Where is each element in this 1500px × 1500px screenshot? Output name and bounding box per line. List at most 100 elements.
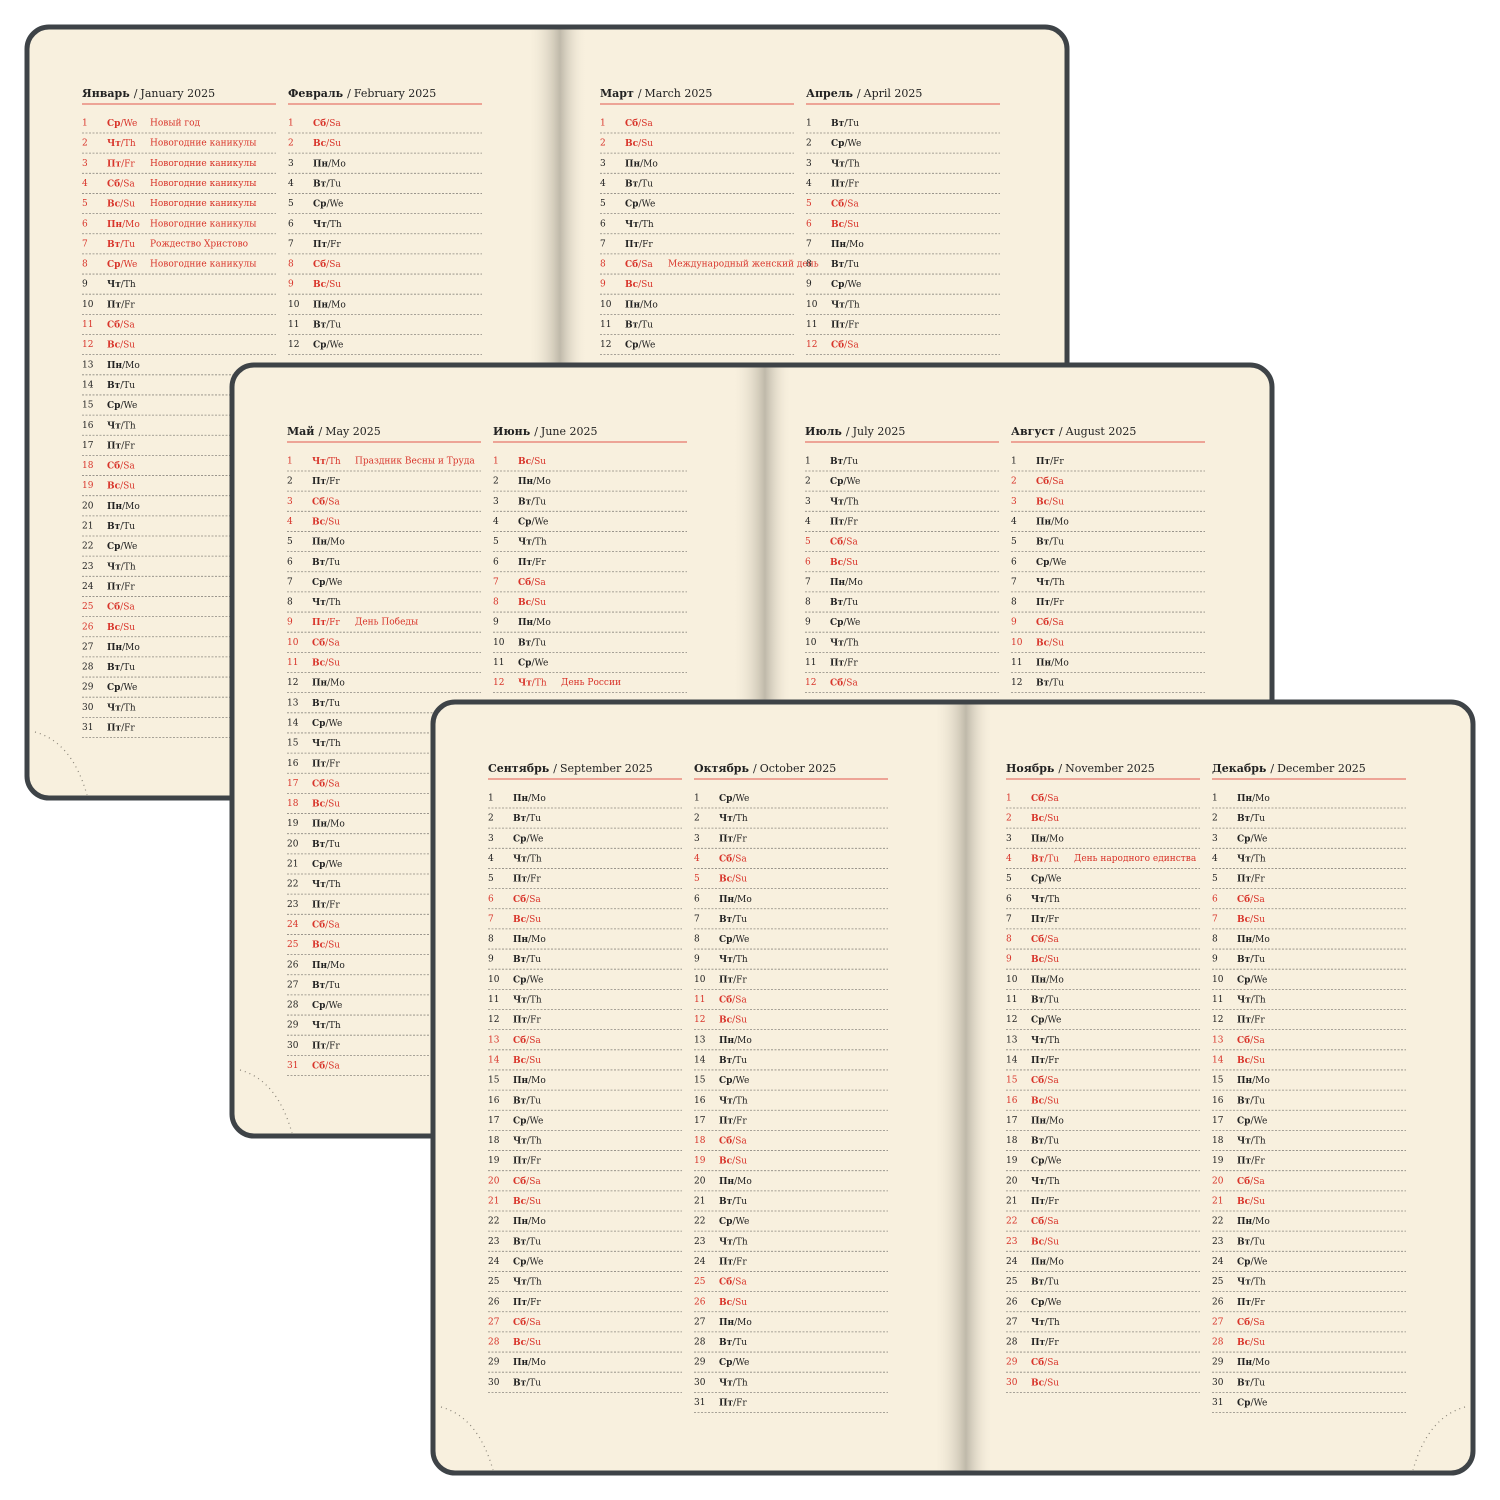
separator: / [326,139,330,149]
day-number: 2 [493,477,499,487]
month-name-ru: Апрель [806,87,853,100]
weekday-ru: Сб [513,1175,526,1186]
weekday: Вт/Tu [625,179,653,189]
separator: / [1251,1297,1255,1307]
weekday: Вс/Su [625,280,653,290]
weekday-en: Sa [534,577,546,587]
separator: / [1046,975,1050,985]
weekday-ru: Вт [107,522,121,532]
day-number: 3 [805,497,811,507]
weekday-en: Th [1048,1317,1060,1327]
weekday: Ср/We [513,975,543,985]
weekday: Пн/Mo [107,360,140,370]
weekday-ru: Сб [831,198,844,209]
day-number: 25 [488,1277,500,1287]
weekday-en: Sa [529,1317,541,1327]
weekday-ru: Ср [107,119,120,129]
weekday: Вт/Tu [518,638,546,648]
separator: / [734,1035,738,1045]
weekday-ru: Вт [830,457,844,467]
weekday: Вс/Su [719,1015,747,1025]
day-number: 1 [287,457,293,467]
weekday-en: Sa [735,995,747,1005]
weekday: Сб/Sa [1031,1357,1059,1368]
separator: / [327,239,331,249]
separator: / [844,199,848,209]
weekday: Пт/Fr [513,1297,541,1307]
weekday-ru: Вт [1036,537,1050,547]
separator: / [844,219,848,229]
weekday: Сб/Sa [107,178,135,189]
day-number: 23 [1006,1237,1018,1247]
day-number: 14 [488,1055,500,1065]
weekday-en: Mo [1255,1076,1270,1086]
weekday-en: Fr [1048,914,1059,924]
weekday: Вт/Tu [513,1378,541,1388]
weekday-ru: Ср [1237,1116,1250,1126]
month-title: Март / March 2025 [600,87,712,100]
day-number: 8 [805,598,811,608]
weekday-ru: Вс [719,1156,733,1166]
weekday-en: Su [846,557,858,567]
weekday-en: We [124,260,138,270]
weekday-ru: Чт [518,537,532,547]
separator: / [1049,497,1053,507]
weekday: Вт/Tu [831,260,859,270]
weekday: Вс/Su [513,914,541,924]
weekday: Чт/Th [518,678,547,688]
weekday-en: Fr [1254,874,1265,884]
weekday-en: Sa [641,119,653,129]
weekday-ru: Вт [1031,1277,1045,1287]
weekday-en: Sa [328,497,340,507]
separator: / [1250,834,1254,844]
weekday-en: Sa [1052,618,1064,628]
separator: / [325,557,329,567]
day-number: 1 [1011,457,1017,467]
weekday-ru: Ср [719,1076,732,1086]
weekday-en: Sa [529,1176,541,1186]
weekday-en: Fr [530,1297,541,1307]
separator: / [1270,762,1274,775]
day-number: 16 [1212,1096,1224,1106]
weekday-en: Th [736,814,748,824]
weekday: Сб/Sa [719,1135,747,1146]
separator: / [526,975,530,985]
weekday: Пт/Fr [830,658,858,668]
weekday: Пн/Mo [312,819,345,829]
day-number: 5 [82,199,88,209]
separator: / [732,874,736,884]
weekday-ru: Пн [1036,658,1051,668]
weekday-ru: Пн [313,159,328,169]
weekday: Пт/Fr [312,759,340,769]
weekday: Ср/We [312,860,342,870]
weekday-en: Tu [846,457,858,467]
separator: / [1251,995,1255,1005]
weekday-en: Fr [530,874,541,884]
separator: / [733,834,737,844]
separator: / [1250,894,1254,904]
weekday: Ср/We [719,1217,749,1227]
weekday: Ср/We [107,401,137,411]
weekday-en: Mo [531,1076,546,1086]
weekday-en: Tu [529,814,541,824]
weekday-ru: Пт [1237,1015,1251,1025]
day-number: 3 [287,497,293,507]
separator: / [326,880,330,890]
separator: / [857,87,861,100]
weekday: Пн/Mo [518,618,551,628]
day-number: 3 [806,159,812,169]
weekday-en: Tu [123,239,135,249]
weekday-ru: Пт [830,658,844,668]
weekday-ru: Вс [513,1338,527,1348]
weekday-ru: Пн [513,1217,528,1227]
separator: / [533,618,537,628]
weekday: Вс/Su [518,598,546,608]
separator: / [327,819,331,829]
separator: / [732,1015,736,1025]
day-number: 15 [82,401,94,411]
weekday-en: Sa [328,1061,340,1071]
day-number: 27 [694,1317,706,1327]
weekday: Сб/Sa [831,198,859,209]
weekday-en: Th [124,139,136,149]
separator: / [1250,1338,1254,1348]
